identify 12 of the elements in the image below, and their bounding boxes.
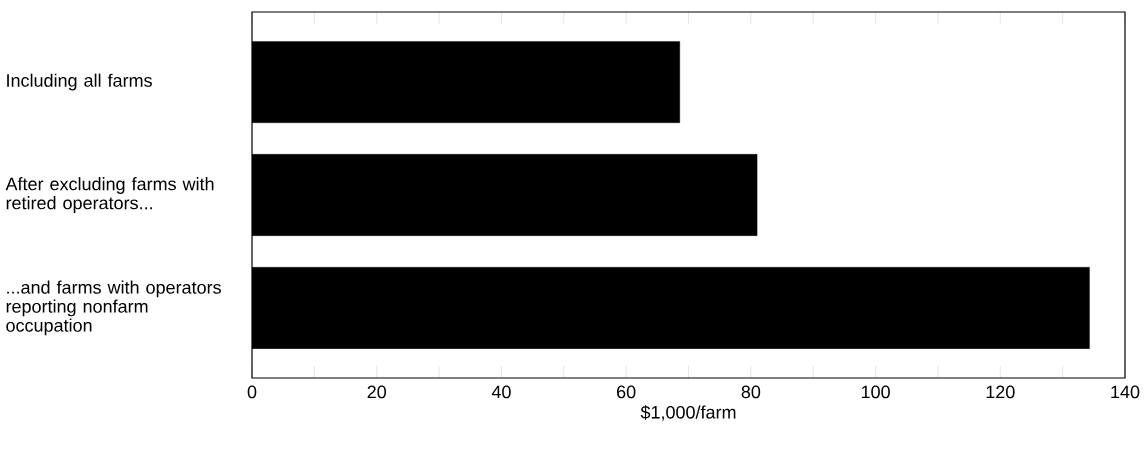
x-axis-title: $1,000/farm bbox=[640, 405, 736, 421]
x-tick-label: 100 bbox=[861, 385, 890, 399]
y-tick-label: After excluding farms with retired operators... bbox=[5, 177, 214, 213]
x-tick-label: 40 bbox=[491, 385, 511, 399]
x-tick-label: 140 bbox=[1111, 385, 1140, 399]
x-tick-label: 120 bbox=[986, 385, 1015, 399]
x-tick-label: 80 bbox=[741, 385, 761, 399]
x-tick-label: 60 bbox=[617, 385, 636, 399]
x-tick-label: 0 bbox=[247, 385, 257, 399]
y-tick-label: Including all farms bbox=[7, 73, 152, 91]
y-tick-label: ...and farms with operators reporting nonfarm occupation bbox=[6, 280, 221, 336]
x-tick-label: 20 bbox=[367, 385, 387, 399]
